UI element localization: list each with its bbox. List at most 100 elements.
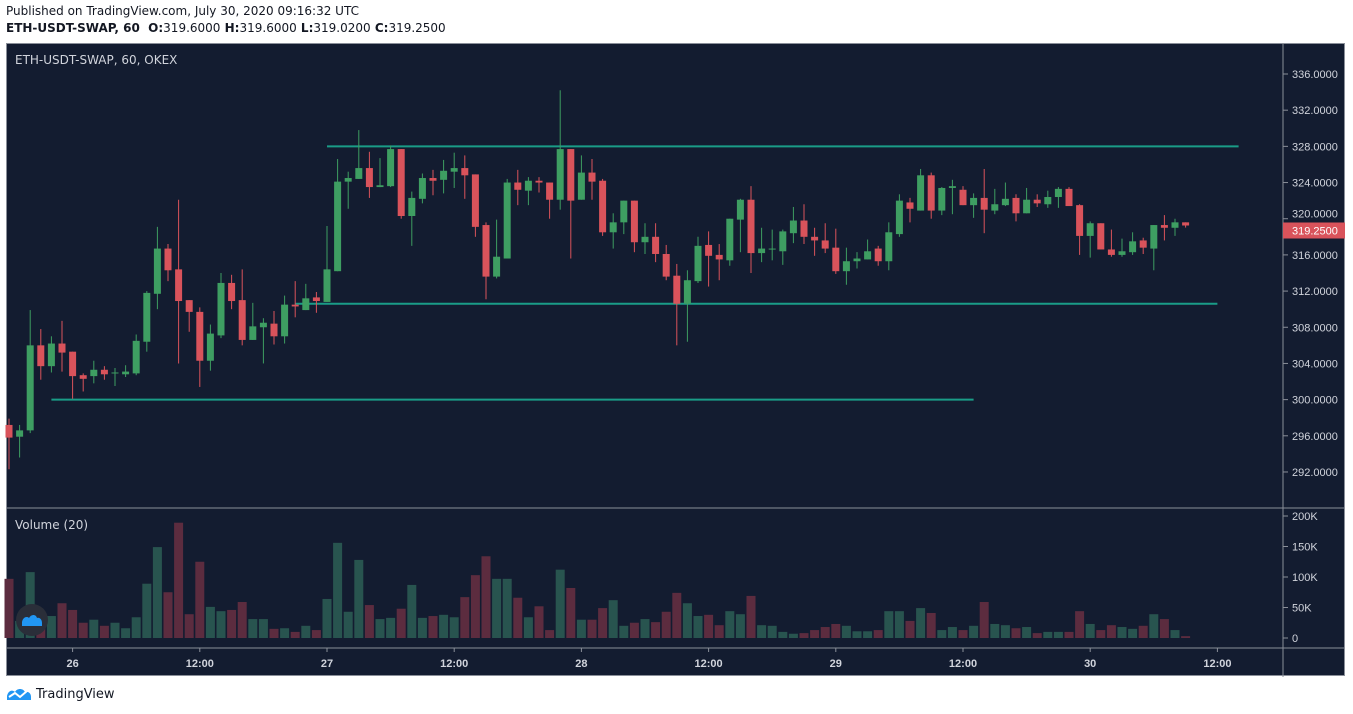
- candle-body: [917, 175, 925, 211]
- candle-body: [546, 182, 554, 200]
- legend-high: 319.6000: [239, 21, 297, 35]
- volume-bar: [174, 522, 184, 638]
- candle-body: [16, 430, 24, 437]
- candle-body: [387, 149, 395, 187]
- volume-bar: [205, 606, 215, 638]
- candle-body: [1044, 197, 1052, 205]
- candle-body: [1097, 223, 1105, 250]
- candle-body: [100, 369, 108, 375]
- candle-body: [1107, 249, 1115, 255]
- candle-body: [1076, 205, 1084, 236]
- volume-bar: [1106, 625, 1116, 638]
- volume-bar: [937, 630, 947, 638]
- candle-body: [736, 199, 744, 220]
- volume-bar: [640, 619, 650, 638]
- candle-body: [164, 248, 172, 271]
- volume-bar: [820, 627, 830, 638]
- candle-body: [853, 258, 861, 262]
- time-tick-label: 12:00: [949, 658, 977, 670]
- volume-bar: [396, 608, 406, 638]
- candle-body: [885, 232, 893, 262]
- volume-bar: [131, 617, 141, 638]
- candle-body: [228, 282, 236, 302]
- candle-body: [1182, 222, 1190, 226]
- volume-bar: [1128, 628, 1138, 638]
- candle-body: [652, 236, 660, 254]
- candle-body: [334, 181, 342, 272]
- volume-bar: [1022, 627, 1032, 638]
- candle-body: [1086, 223, 1094, 236]
- volume-bar: [152, 547, 162, 638]
- candle-body: [599, 180, 607, 233]
- candle-body: [185, 300, 193, 312]
- chart-panel[interactable]: [6, 43, 1345, 676]
- volume-bar: [99, 625, 109, 638]
- volume-bar: [831, 623, 841, 638]
- volume-bar: [704, 614, 714, 638]
- candle-body: [726, 218, 734, 261]
- volume-bar: [248, 619, 258, 638]
- volume-bar: [767, 625, 777, 638]
- candle-body: [1001, 198, 1009, 206]
- candle-body: [1054, 188, 1062, 198]
- candle-body: [991, 204, 999, 211]
- volume-bar: [407, 584, 417, 638]
- volume-tick-label: 150K: [1292, 542, 1318, 554]
- candle-body: [249, 326, 257, 340]
- volume-bar: [1053, 631, 1063, 638]
- candle-body: [471, 174, 479, 227]
- volume-bar: [333, 542, 343, 638]
- volume-bar: [1075, 611, 1085, 638]
- volume-bar: [386, 617, 396, 638]
- volume-bar: [121, 628, 131, 638]
- candle-body: [747, 199, 755, 254]
- candle-body: [524, 180, 532, 191]
- candle-body: [206, 333, 214, 361]
- candle-body: [281, 304, 289, 337]
- candle-body: [959, 189, 967, 206]
- volume-bar: [322, 598, 332, 638]
- volume-bar: [110, 622, 120, 638]
- candle-body: [259, 322, 267, 328]
- candle-body: [69, 351, 77, 377]
- candle-body: [1139, 240, 1147, 248]
- volume-bar: [311, 630, 321, 638]
- time-tick-label: 12:00: [440, 658, 468, 670]
- last-price-label: 319.2500: [1292, 226, 1338, 238]
- price-tick-label: 336.0000: [1292, 69, 1338, 81]
- candle-body: [641, 236, 649, 243]
- volume-bar: [428, 616, 438, 638]
- candle-body: [683, 280, 691, 304]
- candle-body: [1033, 199, 1041, 204]
- price-tick-label: 296.0000: [1292, 431, 1338, 443]
- volume-bar: [184, 614, 194, 638]
- candle-body: [291, 304, 299, 307]
- price-tick-label: 292.0000: [1292, 467, 1338, 479]
- candle-body: [567, 149, 575, 201]
- volume-bar: [57, 603, 67, 638]
- candle-body: [874, 248, 882, 262]
- candle-body: [238, 300, 246, 340]
- candle-body: [779, 231, 787, 252]
- footer-brand[interactable]: TradingView: [6, 686, 115, 702]
- candle-body: [832, 247, 840, 272]
- volume-bar: [587, 619, 597, 638]
- candle-body: [927, 175, 935, 211]
- candle-body: [842, 261, 850, 272]
- price-tick-label: 324.0000: [1292, 178, 1338, 190]
- volume-bar: [841, 625, 851, 638]
- candle-body: [302, 298, 310, 311]
- candle-body: [418, 178, 426, 199]
- candle-body: [196, 311, 204, 361]
- candle-body: [588, 172, 596, 182]
- candle-body: [503, 182, 511, 259]
- volume-bar: [990, 623, 1000, 638]
- candle-body: [493, 256, 501, 277]
- volume-bar: [364, 605, 374, 638]
- candle-body: [821, 240, 829, 249]
- candle-body: [143, 292, 151, 342]
- volume-tick-label: 0: [1292, 633, 1298, 645]
- legend-low: 319.0200: [313, 21, 371, 35]
- volume-bar: [1159, 619, 1169, 638]
